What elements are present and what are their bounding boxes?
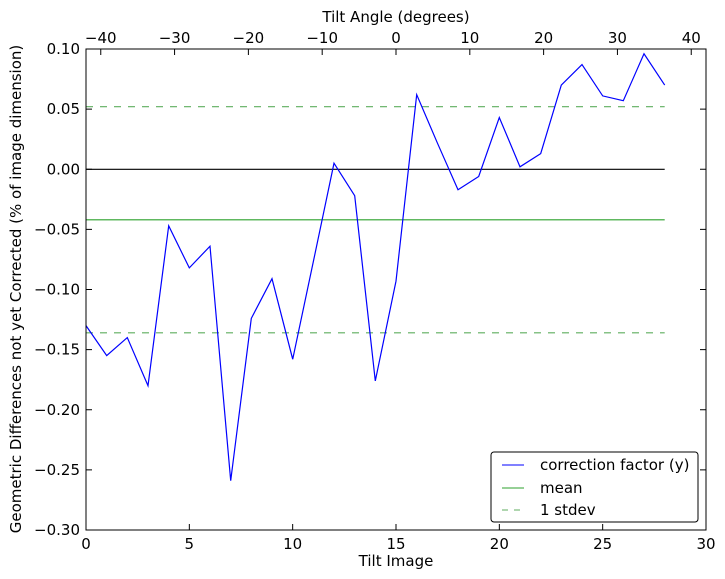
axis-ticks: 0 5 10 15 20 25 30 0.10 0.05 0.00 −0.05 −0.10 −0.15 −… bbox=[34, 29, 716, 553]
x-tick-label: 10 bbox=[283, 535, 302, 553]
y-tick-label: −0.05 bbox=[34, 220, 80, 238]
y-tick-label: −0.30 bbox=[34, 521, 80, 539]
legend: correction factor (y) mean 1 stdev bbox=[490, 451, 699, 523]
top-x-tick-label: 30 bbox=[608, 29, 627, 47]
top-x-tick-label: −20 bbox=[233, 29, 265, 47]
plot-marks bbox=[85, 52, 666, 481]
x-tick-label: 15 bbox=[386, 535, 405, 553]
top-x-tick-label: −30 bbox=[159, 29, 191, 47]
top-x-tick-label: −40 bbox=[85, 29, 117, 47]
x-tick-label: 30 bbox=[696, 535, 715, 553]
top-x-tick-label: 20 bbox=[534, 29, 553, 47]
legend-label-correction: correction factor (y) bbox=[540, 456, 689, 474]
x-tick-label: 25 bbox=[593, 535, 612, 553]
legend-label-stdev: 1 stdev bbox=[540, 501, 596, 519]
x-tick-label: 5 bbox=[185, 535, 195, 553]
y-tick-label: 0.10 bbox=[47, 40, 80, 58]
x-tick-label: 0 bbox=[81, 535, 91, 553]
legend-label-mean: mean bbox=[540, 479, 583, 497]
top-x-axis-label: Tilt Angle (degrees) bbox=[321, 8, 469, 26]
y-tick-label: −0.10 bbox=[34, 281, 80, 299]
legend-box bbox=[490, 451, 699, 523]
top-x-tick-label: −10 bbox=[306, 29, 338, 47]
y-tick-label: 0.05 bbox=[47, 100, 80, 118]
top-x-tick-label: 0 bbox=[391, 29, 401, 47]
series-correction-factor-y- bbox=[85, 52, 666, 481]
top-x-tick-label: 10 bbox=[460, 29, 479, 47]
top-x-tick-label: 40 bbox=[682, 29, 701, 47]
y-tick-label: −0.15 bbox=[34, 341, 80, 359]
y-tick-label: −0.20 bbox=[34, 401, 80, 419]
y-tick-label: 0.00 bbox=[47, 160, 80, 178]
x-tick-label: 20 bbox=[490, 535, 509, 553]
x-axis-label: Tilt Image bbox=[358, 552, 434, 570]
y-axis-label: Geometric Differences not yet Corrected … bbox=[7, 45, 25, 534]
y-tick-label: −0.25 bbox=[34, 461, 80, 479]
